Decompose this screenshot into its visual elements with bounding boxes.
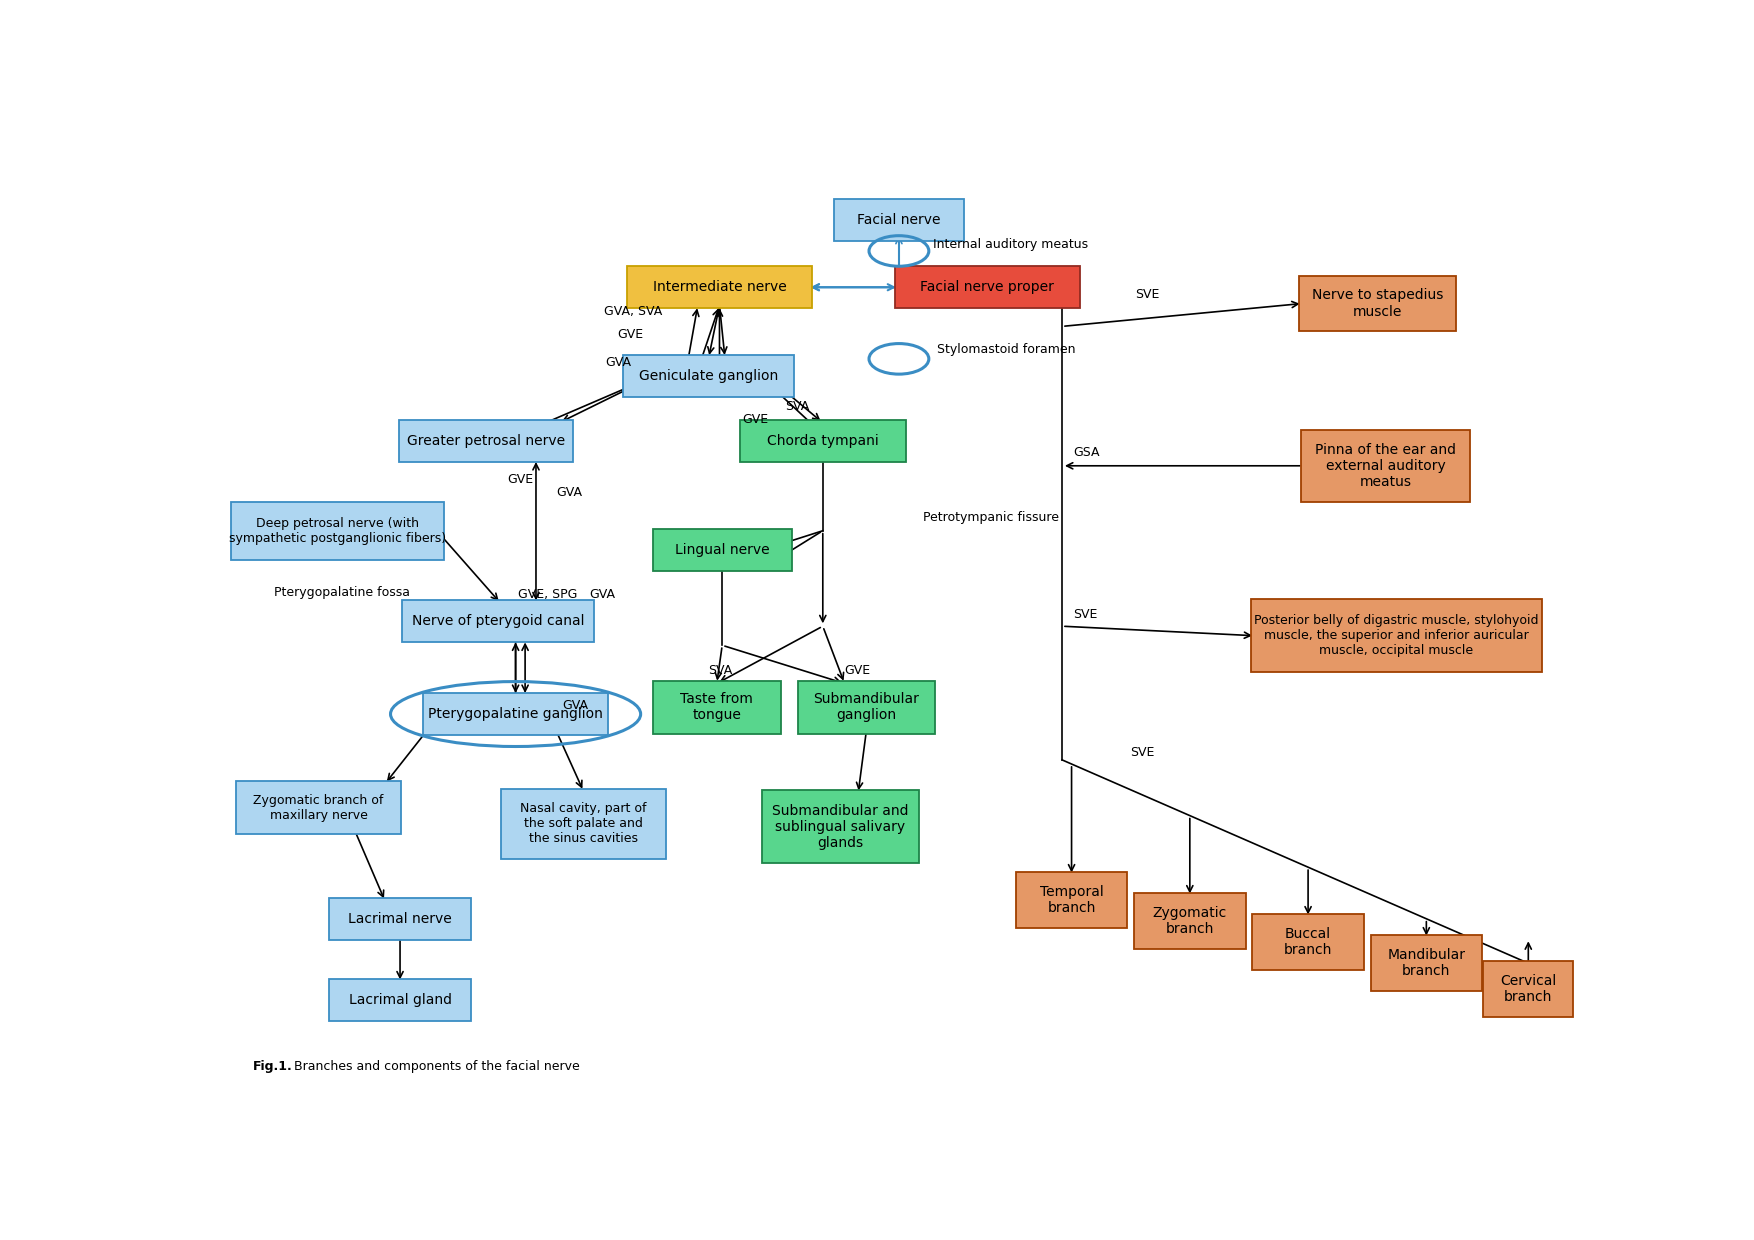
Text: GVE: GVE xyxy=(742,413,768,427)
Text: Branches and components of the facial nerve: Branches and components of the facial ne… xyxy=(289,1060,579,1073)
Text: Zygomatic
branch: Zygomatic branch xyxy=(1152,906,1228,936)
Text: Facial nerve proper: Facial nerve proper xyxy=(921,280,1054,294)
Text: GVA: GVA xyxy=(561,699,588,712)
Text: Lingual nerve: Lingual nerve xyxy=(675,543,770,557)
FancyBboxPatch shape xyxy=(1016,872,1128,929)
FancyBboxPatch shape xyxy=(652,681,781,734)
Text: GVE: GVE xyxy=(507,472,533,486)
Text: Lacrimal gland: Lacrimal gland xyxy=(349,993,451,1007)
Text: Pterygopalatine fossa: Pterygopalatine fossa xyxy=(274,587,410,599)
Text: Geniculate ganglion: Geniculate ganglion xyxy=(638,370,779,383)
Text: GVE, SPG: GVE, SPG xyxy=(519,588,577,601)
Text: Pinna of the ear and
external auditory
meatus: Pinna of the ear and external auditory m… xyxy=(1316,443,1456,489)
Text: SVE: SVE xyxy=(1130,745,1154,759)
Text: Lacrimal nerve: Lacrimal nerve xyxy=(347,913,453,926)
FancyBboxPatch shape xyxy=(423,693,609,735)
Text: Taste from
tongue: Taste from tongue xyxy=(681,692,752,723)
FancyBboxPatch shape xyxy=(330,980,470,1022)
Text: GVA, SVA: GVA, SVA xyxy=(603,305,663,317)
FancyBboxPatch shape xyxy=(1252,914,1365,971)
Text: SVE: SVE xyxy=(1135,289,1159,301)
FancyBboxPatch shape xyxy=(1251,599,1542,672)
Text: SVA: SVA xyxy=(709,663,733,677)
FancyBboxPatch shape xyxy=(402,600,595,642)
FancyBboxPatch shape xyxy=(330,898,470,940)
Text: Mandibular
branch: Mandibular branch xyxy=(1387,949,1465,978)
Text: Pterygopalatine ganglion: Pterygopalatine ganglion xyxy=(428,707,603,720)
Text: Greater petrosal nerve: Greater petrosal nerve xyxy=(407,434,565,448)
FancyBboxPatch shape xyxy=(1370,935,1482,992)
Text: Chorda tympani: Chorda tympani xyxy=(766,434,879,448)
FancyBboxPatch shape xyxy=(628,267,812,309)
Text: GVE: GVE xyxy=(845,663,870,677)
Text: Temporal
branch: Temporal branch xyxy=(1040,885,1103,915)
FancyBboxPatch shape xyxy=(895,267,1080,309)
Text: Buccal
branch: Buccal branch xyxy=(1284,928,1333,957)
Text: Petrotympanic fissure: Petrotympanic fissure xyxy=(923,511,1059,523)
Text: SVE: SVE xyxy=(1073,609,1098,621)
FancyBboxPatch shape xyxy=(1301,429,1470,502)
Text: GSA: GSA xyxy=(1073,446,1100,459)
Text: GVA: GVA xyxy=(556,486,582,498)
FancyBboxPatch shape xyxy=(398,420,572,463)
Text: GVA: GVA xyxy=(605,356,631,370)
Text: Posterior belly of digastric muscle, stylohyoid
muscle, the superior and inferio: Posterior belly of digastric muscle, sty… xyxy=(1254,614,1538,657)
Text: Zygomatic branch of
maxillary nerve: Zygomatic branch of maxillary nerve xyxy=(253,794,384,822)
FancyBboxPatch shape xyxy=(1484,961,1573,1017)
Text: GVA: GVA xyxy=(589,588,616,601)
FancyBboxPatch shape xyxy=(235,781,402,835)
Text: Internal auditory meatus: Internal auditory meatus xyxy=(933,238,1087,250)
Text: Intermediate nerve: Intermediate nerve xyxy=(652,280,786,294)
FancyBboxPatch shape xyxy=(623,355,795,397)
FancyBboxPatch shape xyxy=(232,502,444,559)
Text: Fig.1.: Fig.1. xyxy=(253,1060,293,1073)
Text: Submandibular and
sublingual salivary
glands: Submandibular and sublingual salivary gl… xyxy=(772,804,909,849)
FancyBboxPatch shape xyxy=(798,681,935,734)
Text: Facial nerve: Facial nerve xyxy=(858,213,940,227)
Text: Stylomastoid foramen: Stylomastoid foramen xyxy=(937,342,1075,356)
Text: SVA: SVA xyxy=(784,401,809,413)
FancyBboxPatch shape xyxy=(1298,275,1456,331)
Text: Nasal cavity, part of
the soft palate and
the sinus cavities: Nasal cavity, part of the soft palate an… xyxy=(521,802,647,846)
FancyBboxPatch shape xyxy=(833,200,965,242)
Text: Cervical
branch: Cervical branch xyxy=(1500,973,1556,1004)
FancyBboxPatch shape xyxy=(500,789,667,859)
Text: Deep petrosal nerve (with
sympathetic postganglionic fibers): Deep petrosal nerve (with sympathetic po… xyxy=(230,517,446,544)
FancyBboxPatch shape xyxy=(740,420,905,463)
FancyBboxPatch shape xyxy=(1135,893,1245,950)
Text: Nerve to stapedius
muscle: Nerve to stapedius muscle xyxy=(1312,289,1444,319)
Text: GVE: GVE xyxy=(617,327,644,341)
Text: Nerve of pterygoid canal: Nerve of pterygoid canal xyxy=(412,615,584,629)
Text: Submandibular
ganglion: Submandibular ganglion xyxy=(814,692,919,723)
FancyBboxPatch shape xyxy=(761,790,919,863)
FancyBboxPatch shape xyxy=(652,528,791,570)
